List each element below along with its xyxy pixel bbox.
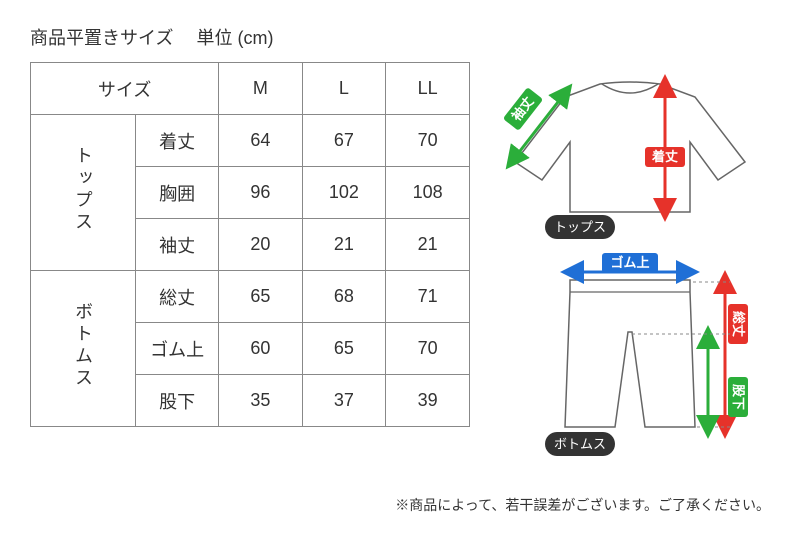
header-size: サイズ: [31, 63, 219, 115]
cell: 71: [386, 271, 470, 323]
row-group: トップス: [31, 115, 136, 271]
header-size-col: M: [219, 63, 302, 115]
cell: 21: [302, 219, 386, 271]
size-table: サイズMLLLトップス着丈646770胸囲96102108袖丈202121ボトム…: [30, 62, 470, 427]
title-main: 商品平置きサイズ: [30, 28, 173, 48]
cell: 68: [302, 271, 386, 323]
row-group: ボトムス: [31, 271, 136, 427]
inseam-label: 股下: [731, 384, 746, 410]
cell: 60: [219, 323, 302, 375]
row-label: 着丈: [136, 115, 219, 167]
length-label: 着丈: [651, 149, 678, 164]
cell: 64: [219, 115, 302, 167]
cell: 37: [302, 375, 386, 427]
row-label: 総丈: [136, 271, 219, 323]
footnote: ※商品によって、若干誤差がございます。ご了承ください。: [30, 495, 770, 515]
cell: 65: [219, 271, 302, 323]
header-size-col: L: [302, 63, 386, 115]
cell: 21: [386, 219, 470, 271]
bottoms-diagram: ゴム上 総丈 股下 ボトムス: [490, 252, 770, 472]
diagram-area: 袖丈 着丈 トップス ゴム上: [490, 62, 770, 477]
row-label: 袖丈: [136, 219, 219, 271]
tops-pill: トップス: [554, 219, 606, 234]
tops-diagram: 袖丈 着丈 トップス: [490, 62, 770, 247]
waist-label: ゴム上: [610, 255, 649, 270]
total-label: 総丈: [731, 311, 746, 337]
table-row: ボトムス総丈656871: [31, 271, 470, 323]
cell: 39: [386, 375, 470, 427]
cell: 102: [302, 167, 386, 219]
title: 商品平置きサイズ 単位 (cm): [30, 24, 770, 50]
cell: 35: [219, 375, 302, 427]
cell: 70: [386, 323, 470, 375]
row-label: 胸囲: [136, 167, 219, 219]
bottoms-pill: ボトムス: [554, 436, 606, 451]
cell: 96: [219, 167, 302, 219]
cell: 20: [219, 219, 302, 271]
cell: 108: [386, 167, 470, 219]
header-size-col: LL: [386, 63, 470, 115]
cell: 65: [302, 323, 386, 375]
cell: 70: [386, 115, 470, 167]
row-label: 股下: [136, 375, 219, 427]
table-row: トップス着丈646770: [31, 115, 470, 167]
cell: 67: [302, 115, 386, 167]
row-label: ゴム上: [136, 323, 219, 375]
title-unit: 単位 (cm): [196, 28, 273, 48]
